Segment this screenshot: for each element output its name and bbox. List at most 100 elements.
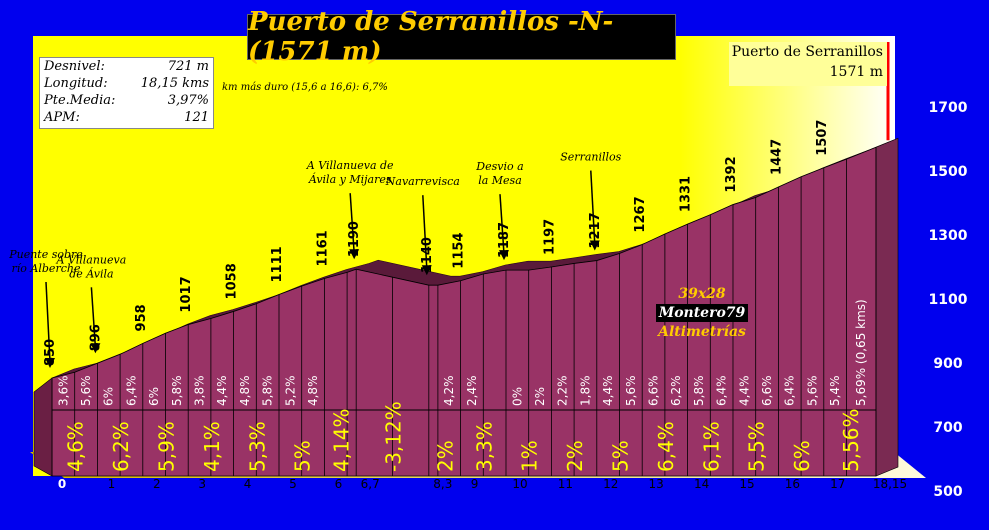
half-km-slope: 6,6% xyxy=(760,376,774,407)
x-tick-label: 8,3 xyxy=(433,477,452,491)
annotation-text: A Villanueva de xyxy=(306,159,394,172)
annotation-arrow xyxy=(45,281,51,363)
altitude-label: 1017 xyxy=(179,276,194,312)
stat-row: APM: 121 xyxy=(44,110,209,125)
half-km-slope: 4,8% xyxy=(306,376,320,407)
arrow-head xyxy=(421,265,432,276)
km-slope: 5% xyxy=(608,440,632,472)
arrow-head xyxy=(498,250,509,261)
km-slope: 3,3% xyxy=(472,421,496,472)
x-tick-label: 11 xyxy=(558,477,573,491)
half-km-slope: 2,2% xyxy=(556,376,570,407)
profile-face xyxy=(51,146,877,477)
half-km-slope: 6% xyxy=(102,387,116,406)
y-tick-label: 1100 xyxy=(929,292,968,308)
half-km-slope: 5,6% xyxy=(624,376,638,407)
x-tick-label: 5 xyxy=(289,477,297,491)
km-slope: 4,1% xyxy=(200,421,224,472)
km-slope: 4,14% xyxy=(329,408,353,472)
half-km-slope: 4,2% xyxy=(442,376,456,407)
half-km-slope: 3,6% xyxy=(56,376,70,407)
km-slope: 2% xyxy=(563,440,587,472)
altitude-label: 1140 xyxy=(420,237,435,273)
annotation: Navarrevisca xyxy=(385,175,460,276)
altitude-label: 1154 xyxy=(452,233,467,269)
km-slope: -3,12% xyxy=(381,401,405,472)
y-tick-label: 900 xyxy=(933,356,962,372)
annotation-text: A Villanueva xyxy=(56,253,127,266)
km-slope: 6,2% xyxy=(109,421,133,472)
half-km-slope: 3,8% xyxy=(193,376,207,407)
annotation-arrow xyxy=(590,170,596,245)
annotation: Serranillos xyxy=(560,151,622,251)
half-km-slope: 4,8% xyxy=(238,376,252,407)
y-tick-label: 1300 xyxy=(929,228,968,244)
annotation-text: Ávila y Mijares xyxy=(308,172,392,186)
half-km-slope: 4,4% xyxy=(737,376,751,407)
half-km-slope: 4,4% xyxy=(215,376,229,407)
annotation-text: Desvio a xyxy=(475,160,523,173)
altitude-label: 1187 xyxy=(497,222,512,258)
half-km-slope: 5,8% xyxy=(261,376,275,407)
annotation-arrow xyxy=(349,193,355,254)
altitude-label: 1507 xyxy=(815,120,830,156)
x-tick-label: 15 xyxy=(739,477,754,491)
km-slope: 6% xyxy=(790,440,814,472)
half-km-slope: 5,8% xyxy=(692,376,706,407)
hardest-km: km más duro (15,6 a 16,6): 6,7% xyxy=(222,82,388,93)
km-slope: 6,4% xyxy=(654,421,678,472)
half-km-slope: 2% xyxy=(533,387,547,406)
altitude-label: 1267 xyxy=(633,196,648,232)
y-axis: 500 700 900 1100 1300 1500 1700 xyxy=(929,100,968,500)
stat-row: Longitud: 18,15 kms xyxy=(44,76,209,91)
half-km-slope: 6,2% xyxy=(669,376,683,407)
annotation-text: de Ávila xyxy=(69,266,113,280)
arrow-head xyxy=(349,249,360,260)
km-slope: 1% xyxy=(518,440,542,472)
y-tick-label: 1500 xyxy=(929,164,968,180)
km-slope: 5,3% xyxy=(245,421,269,472)
annotation-text: río Alberche xyxy=(12,262,81,275)
half-km-slope: 5,2% xyxy=(283,376,297,407)
half-km-slope: 5,69% (0,65 kms) xyxy=(854,299,868,406)
stat-row: Desnivel: 721 m xyxy=(44,59,209,74)
x-tick-label: 1 xyxy=(108,477,116,491)
x-tick-label: 4 xyxy=(244,477,252,491)
stats-box: Desnivel: 721 m Longitud: 18,15 kms Pte.Me… xyxy=(39,57,214,129)
x-tick-label: 17 xyxy=(830,477,845,491)
x-tick-label: 9 xyxy=(471,477,479,491)
km-slope: 5,5% xyxy=(745,421,769,472)
altitude-label: 1331 xyxy=(679,176,694,212)
altitude-label: 1111 xyxy=(270,246,285,282)
half-km-slope: 6,6% xyxy=(647,376,661,407)
altitude-label: 1197 xyxy=(542,219,557,255)
x-tick-label: 6,7 xyxy=(361,477,380,491)
summit-label: Puerto de Serranillos 1571 m xyxy=(729,42,887,86)
half-km-slope: 6% xyxy=(147,387,161,406)
half-km-slope: 4,4% xyxy=(601,376,615,407)
half-km-slopes: 3,6% 5,6% 6% 6,4% 6% 5,8% 3,8% 4,4% 4,8% 5,8% 5,2%… xyxy=(56,299,868,406)
km-slopes: 4,6% 6,2% 5,9% 4,1% 5,3% 5% 4,14% -3,12% 2% 3,3% 1… xyxy=(64,401,863,472)
km-slope: 2% xyxy=(434,440,458,472)
annotation-arrow xyxy=(499,194,505,255)
profile-end-wall xyxy=(875,137,899,477)
stat-row: Pte.Media: 3,97% xyxy=(44,93,209,108)
annotation-text: Navarrevisca xyxy=(385,175,460,188)
arrow-head xyxy=(589,240,600,251)
x-tick-label: 3 xyxy=(198,477,206,491)
km-slope: 4,6% xyxy=(64,421,88,472)
half-km-slope: 6,4% xyxy=(715,376,729,407)
x-tick-label: 2 xyxy=(153,477,161,491)
annotation-text: Serranillos xyxy=(560,151,621,164)
title-box: Puerto de Serranillos -N- (1571 m) xyxy=(247,7,676,67)
half-km-slope: 0% xyxy=(510,387,524,406)
altitude-label: 1161 xyxy=(315,230,330,266)
profile xyxy=(33,42,899,477)
half-km-slope: 2,4% xyxy=(465,376,479,407)
annotation-text: Puente sobre xyxy=(8,248,83,261)
altitude-label: 1190 xyxy=(347,221,362,257)
x-tick-label: 6 xyxy=(335,477,343,491)
